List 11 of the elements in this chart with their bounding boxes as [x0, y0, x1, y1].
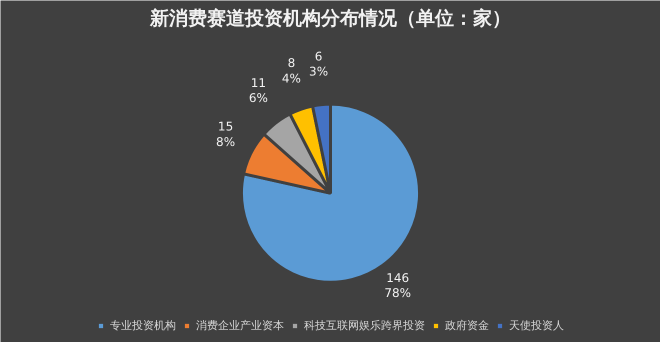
chart-title: 新消费赛道投资机构分布情况（单位：家）	[149, 8, 511, 30]
data-label: 6 3%	[309, 49, 328, 79]
data-label: 8 4%	[282, 56, 301, 86]
data-label: 146 78%	[384, 270, 411, 300]
data-label: 11 6%	[248, 76, 268, 106]
legend-label: 消费企业产业资本	[196, 318, 284, 333]
legend-label: 天使投资人	[509, 318, 564, 333]
data-label: 15 8%	[216, 119, 236, 149]
legend-label: 政府资金	[445, 318, 489, 333]
legend-label: 科技互联网娱乐跨界投资	[304, 318, 425, 333]
legend-label: 专业投资机构	[110, 318, 176, 333]
